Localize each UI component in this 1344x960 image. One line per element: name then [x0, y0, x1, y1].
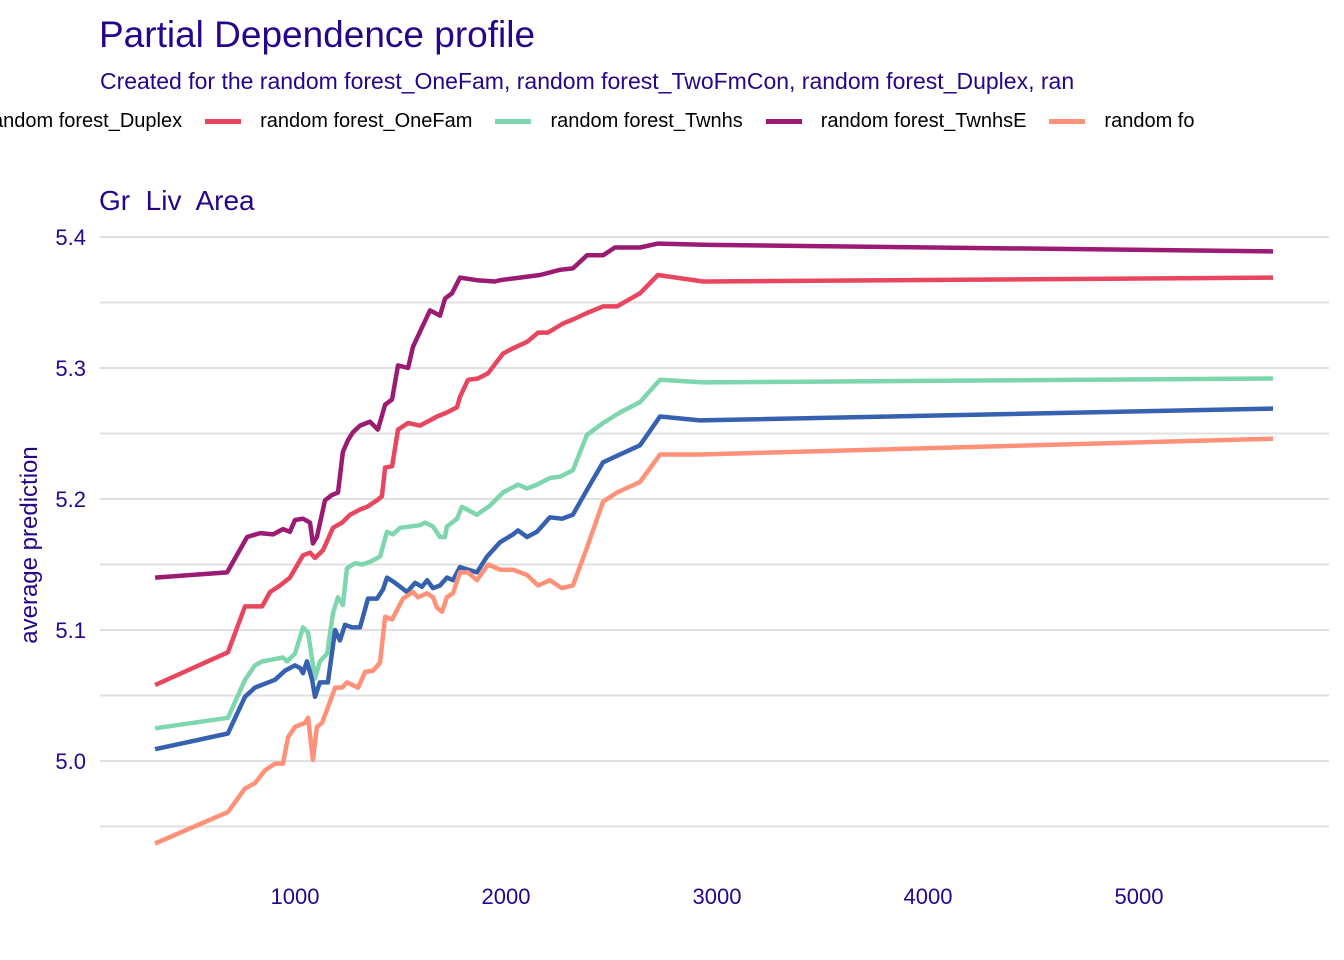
gridlines — [100, 236, 1329, 828]
series-line-random-forest-onefam — [154, 272, 1274, 688]
series-line-random-forest-twnhse — [154, 241, 1274, 580]
y-tick-labels: 5.0 5.1 5.2 5.3 5.4 — [55, 225, 86, 774]
legend-label: random forest_TwnhsE — [820, 109, 1027, 132]
legend-label: andom forest_Duplex — [0, 109, 183, 132]
x-tick-label: 5000 — [1115, 884, 1164, 909]
legend-item-twnhs: random forest_Twnhs — [472, 109, 743, 133]
y-tick-label: 5.4 — [55, 225, 86, 250]
legend-label: random forest_Twnhs — [550, 109, 743, 132]
legend-key-twofmcon — [1049, 118, 1086, 124]
x-tick-label: 4000 — [904, 884, 953, 909]
legend-item-twofmcon: random fo — [1026, 110, 1194, 133]
x-tick-label: 1000 — [271, 884, 320, 909]
y-tick-label: 5.0 — [55, 749, 86, 774]
legend-key-onefam — [205, 118, 242, 124]
legend-key-twnhse — [765, 118, 802, 124]
x-tick-label: 2000 — [482, 884, 531, 909]
y-tick-label: 5.1 — [55, 618, 86, 643]
x-tick-labels: 1000 2000 3000 4000 5000 — [271, 884, 1164, 909]
legend-key-twnhs — [495, 118, 532, 124]
legend-label: random fo — [1104, 109, 1195, 132]
series-lines — [154, 241, 1274, 846]
series-line-random-forest-twnhs — [154, 376, 1274, 731]
series-line-random-forest-duplex — [154, 406, 1274, 752]
facet-label: Gr Liv Area — [99, 185, 255, 216]
legend-label: random forest_OneFam — [260, 109, 473, 132]
series-line-random-forest-twofmcon — [154, 436, 1274, 846]
y-tick-label: 5.2 — [55, 487, 86, 512]
legend-item-duplex: andom forest_Duplex — [0, 110, 182, 133]
legend-item-twnhse: random forest_TwnhsE — [743, 109, 1027, 133]
y-axis-label: average prediction — [16, 446, 43, 643]
legend: andom forest_Duplex random forest_OneFam… — [0, 107, 1194, 135]
chart-title: Partial Dependence profile — [99, 14, 536, 55]
x-tick-label: 3000 — [693, 884, 742, 909]
chart-subtitle: Created for the random forest_OneFam, ra… — [100, 68, 1075, 94]
legend-item-onefam: random forest_OneFam — [182, 110, 472, 133]
y-tick-label: 5.3 — [55, 356, 86, 381]
